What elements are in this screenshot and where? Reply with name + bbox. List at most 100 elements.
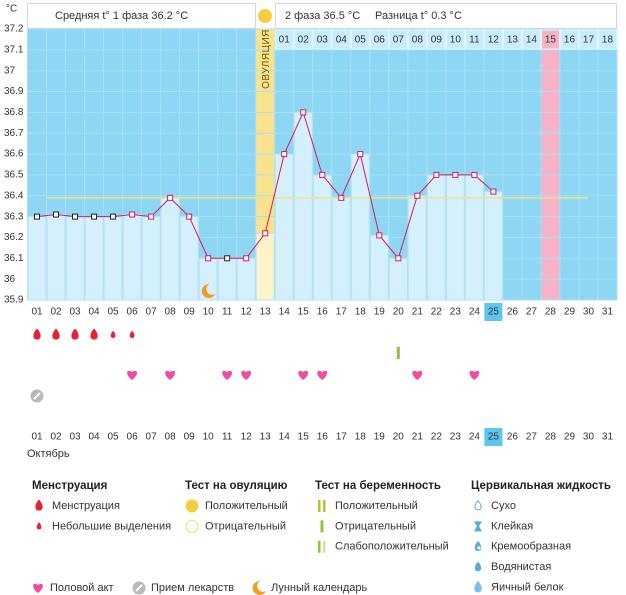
temperature-column bbox=[312, 174, 332, 301]
plot-area: 35.9 36 36.1 36.2 36.3 36.4 36.5 36.6 36.7 36.8 36… bbox=[4, 24, 618, 306]
x-tick-label: 27 bbox=[526, 307, 538, 318]
temperature-point bbox=[338, 194, 345, 201]
x-tick-label: 22 bbox=[431, 307, 443, 318]
drop-icon bbox=[129, 330, 135, 338]
day-symbol bbox=[298, 370, 309, 380]
drop-icon bbox=[90, 328, 98, 340]
month-label: Октябрь bbox=[27, 448, 70, 460]
temperature-column bbox=[122, 214, 142, 301]
x-tick-label-bottom: 02 bbox=[50, 432, 62, 443]
legend-item: Небольшие выделения bbox=[52, 520, 171, 532]
x-tick-label-bottom: 16 bbox=[317, 432, 329, 443]
legend: Менструация Менструация Небольшие выделени… bbox=[32, 480, 611, 595]
temperature-column bbox=[483, 191, 503, 301]
x-tick-label: 11 bbox=[222, 307, 233, 318]
difference-text: Разница t° 0.3 °C bbox=[375, 10, 462, 22]
y-axis-label: °C bbox=[6, 4, 17, 15]
phase2-label: 12 bbox=[488, 35, 500, 46]
phase2-label: 02 bbox=[298, 35, 310, 46]
temperature-column bbox=[274, 153, 294, 301]
pill-line bbox=[33, 392, 41, 400]
temperature-point bbox=[471, 171, 478, 178]
day-symbol bbox=[165, 370, 176, 380]
phase2-label: 07 bbox=[393, 35, 405, 46]
x-tick-label: 24 bbox=[469, 307, 481, 318]
drop-icon bbox=[52, 328, 60, 340]
drop-icon bbox=[474, 561, 482, 572]
phase2-cell bbox=[578, 29, 598, 50]
x-tick-label: 19 bbox=[374, 307, 386, 318]
temperature-point bbox=[319, 171, 326, 178]
header-box bbox=[275, 3, 617, 29]
phase2-cell bbox=[597, 29, 618, 50]
temperature-column bbox=[331, 197, 351, 301]
legend-item: Отрицательный bbox=[335, 520, 416, 532]
phase2-cell bbox=[331, 29, 351, 50]
phase2-cell bbox=[274, 29, 294, 50]
test-icon bbox=[318, 500, 321, 512]
x-tick-label-bottom: 04 bbox=[88, 432, 100, 443]
temperature-column bbox=[369, 234, 389, 301]
x-tick-label-bottom: 24 bbox=[469, 432, 481, 443]
y-tick-label: 36.5 bbox=[4, 170, 24, 181]
temperature-column bbox=[179, 216, 199, 301]
temperature-point bbox=[300, 109, 307, 116]
drop-icon bbox=[110, 330, 116, 338]
legend-item: Яичный белок bbox=[491, 582, 564, 594]
drop-icon bbox=[474, 540, 482, 551]
temperature-point bbox=[357, 151, 364, 158]
temperature-column bbox=[350, 153, 370, 301]
y-tick-label: 36 bbox=[4, 274, 16, 285]
day-symbol bbox=[222, 370, 233, 380]
x-tick-label-bottom: 19 bbox=[374, 432, 386, 443]
x-tick-label: 13 bbox=[260, 307, 272, 318]
phase2-label: 09 bbox=[431, 35, 443, 46]
x-tick-label: 21 bbox=[412, 307, 424, 318]
y-tick-label: 36.7 bbox=[4, 128, 24, 139]
ovulation-band bbox=[255, 29, 275, 300]
sticky-icon bbox=[474, 521, 482, 532]
temperature-column bbox=[46, 214, 66, 301]
sun-icon bbox=[258, 9, 272, 23]
temperature-point bbox=[262, 230, 269, 237]
y-tick-label: 37 bbox=[4, 65, 16, 76]
drop-icon bbox=[474, 580, 482, 593]
heart-icon bbox=[127, 370, 138, 380]
phase2-label: 17 bbox=[583, 35, 595, 46]
legend-section-title: Тест на беременность bbox=[315, 480, 441, 492]
x-tick-label-bottom: 17 bbox=[336, 432, 348, 443]
temperature-column bbox=[293, 111, 313, 301]
phase2-cell bbox=[464, 29, 484, 50]
x-tick-label-bottom: 06 bbox=[127, 432, 139, 443]
phase2-text: 2 фаза 36.5 °C bbox=[285, 10, 360, 22]
phase2-label: 08 bbox=[412, 35, 424, 46]
day-symbol bbox=[129, 330, 135, 338]
phase2-cell bbox=[350, 29, 370, 50]
x-tick-label: 09 bbox=[184, 307, 196, 318]
y-tick-label: 36.9 bbox=[4, 86, 24, 97]
phase2-label: 18 bbox=[602, 35, 614, 46]
temperature-point bbox=[186, 213, 193, 220]
legend-item: Положительный bbox=[205, 500, 288, 512]
x-tick-label: 03 bbox=[69, 307, 81, 318]
today-box bbox=[484, 428, 503, 446]
temperature-point bbox=[224, 255, 231, 262]
y-tick-label: 36.1 bbox=[4, 253, 24, 264]
x-tick-label: 25 bbox=[488, 307, 500, 318]
temperature-point bbox=[205, 255, 212, 262]
x-tick-label: 02 bbox=[50, 307, 62, 318]
temperature-point bbox=[414, 192, 421, 199]
x-tick-label: 16 bbox=[317, 307, 329, 318]
phase2-label: 14 bbox=[526, 35, 538, 46]
x-tick-label-bottom: 26 bbox=[507, 432, 519, 443]
temperature-column bbox=[27, 216, 47, 301]
x-tick-label-bottom: 28 bbox=[545, 432, 557, 443]
legend-section-title: Цервикальная жидкость bbox=[471, 480, 611, 492]
test-icon bbox=[323, 540, 326, 553]
x-tick-label-bottom: 18 bbox=[355, 432, 367, 443]
x-tick-label: 30 bbox=[583, 307, 595, 318]
heart-icon bbox=[317, 370, 328, 380]
x-tick-label-bottom: 29 bbox=[564, 432, 576, 443]
